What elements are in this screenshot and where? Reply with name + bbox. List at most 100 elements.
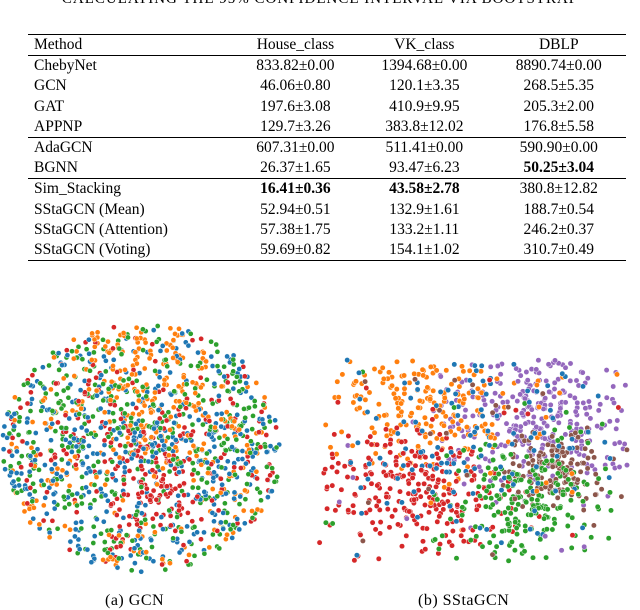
scatter-point — [462, 499, 469, 505]
scatter-point — [263, 449, 270, 455]
scatter-point — [156, 415, 163, 422]
scatter-point — [86, 386, 92, 393]
scatter-point — [245, 471, 252, 478]
scatter-point — [412, 419, 419, 426]
scatter-point — [459, 363, 465, 370]
method-cell: ChebyNet — [28, 55, 234, 77]
scatter-point — [50, 477, 56, 484]
scatter-point — [411, 370, 418, 377]
scatter-point — [95, 458, 102, 465]
scatter-point — [375, 498, 382, 505]
scatter-point — [558, 547, 565, 554]
scatter-point — [567, 497, 574, 504]
scatter-point — [334, 378, 341, 385]
value-cell: 57.38±1.75 — [260, 220, 331, 238]
scatter-point — [151, 425, 157, 432]
scatter-point — [79, 356, 86, 363]
scatter-point — [262, 443, 269, 450]
scatter-point — [126, 376, 132, 382]
scatter-point — [237, 493, 244, 500]
scatter-point — [462, 407, 469, 414]
value-cell: 132.9±1.61 — [389, 200, 460, 218]
scatter-point — [101, 409, 108, 416]
scatter-point — [341, 463, 348, 470]
scatter-point — [198, 516, 205, 523]
method-cell: SStaGCN (Voting) — [28, 240, 234, 262]
scatter-point — [229, 423, 235, 430]
scatter-point — [452, 390, 459, 397]
scatter-point — [159, 556, 166, 563]
scatter-point — [161, 381, 168, 388]
scatter-point — [75, 448, 82, 455]
scatter-point — [24, 500, 31, 507]
scatter-point — [72, 462, 79, 468]
scatter-point — [580, 507, 587, 513]
scatter-point — [386, 369, 392, 376]
scatter-point — [436, 431, 443, 438]
scatter-point — [482, 421, 489, 428]
scatter-point — [534, 480, 541, 487]
scatter-point — [477, 446, 484, 453]
scatter-point — [198, 384, 204, 391]
scatter-point — [6, 430, 13, 437]
scatter-point — [211, 518, 217, 525]
scatter-point — [14, 448, 20, 455]
scatter-point — [455, 467, 462, 474]
scatter-point — [133, 405, 140, 411]
scatter-point — [183, 399, 190, 406]
scatter-point — [208, 338, 214, 345]
scatter-point — [72, 533, 78, 540]
scatter-point — [242, 496, 249, 503]
scatter-point — [384, 506, 391, 513]
scatter-point — [114, 425, 121, 432]
scatter-point — [55, 350, 62, 356]
scatter-point — [470, 490, 476, 497]
scatter-point — [238, 465, 244, 471]
scatter-point — [400, 473, 407, 479]
scatter-point — [450, 460, 457, 467]
scatter-point — [322, 421, 329, 428]
scatter-point — [191, 524, 198, 530]
scatter-point — [96, 469, 103, 476]
scatter-point — [422, 546, 429, 553]
scatter-point — [218, 383, 225, 390]
scatter-point — [9, 435, 16, 441]
scatter-point — [607, 455, 614, 462]
scatter-point — [443, 452, 450, 459]
scatter-point — [592, 471, 599, 478]
scatter-point — [230, 385, 237, 392]
scatter-point — [427, 439, 434, 446]
scatter-point — [26, 429, 33, 436]
scatter-point — [415, 481, 422, 488]
scatter-point — [167, 560, 173, 567]
scatter-point — [102, 343, 109, 350]
scatter-point — [336, 499, 343, 505]
scatter-point — [568, 544, 575, 551]
scatter-point — [424, 384, 431, 391]
scatter-point — [555, 443, 562, 450]
scatter-point — [498, 539, 505, 546]
scatter-point — [84, 454, 90, 460]
scatter-point — [98, 530, 104, 537]
scatter-point — [152, 389, 158, 396]
scatter-point — [189, 460, 196, 466]
scatter-point — [260, 402, 267, 408]
scatter-point — [582, 405, 589, 412]
scatter-point — [64, 352, 71, 359]
scatter-point — [469, 477, 475, 484]
scatter-point — [420, 538, 426, 545]
scatter-point — [195, 400, 202, 407]
scatter-point — [547, 407, 554, 414]
table-row: Sim_Stacking 16.41±0.36 43.58±2.78 380.8±12… — [28, 178, 626, 200]
scatter-point — [41, 385, 48, 392]
scatter-point — [234, 373, 240, 380]
value-cell: 268.5±5.35 — [523, 77, 595, 95]
table-row: BGNN 26.37±1.65 93.47±6.23 50.25±3.04 — [28, 158, 626, 179]
scatter-point — [356, 396, 363, 403]
scatter-point — [416, 397, 423, 404]
scatter-point — [534, 530, 541, 537]
scatter-point — [172, 485, 179, 492]
scatter-point — [443, 469, 450, 475]
scatter-point — [505, 557, 512, 564]
value-cell: 16.41±0.36 — [233, 178, 358, 200]
